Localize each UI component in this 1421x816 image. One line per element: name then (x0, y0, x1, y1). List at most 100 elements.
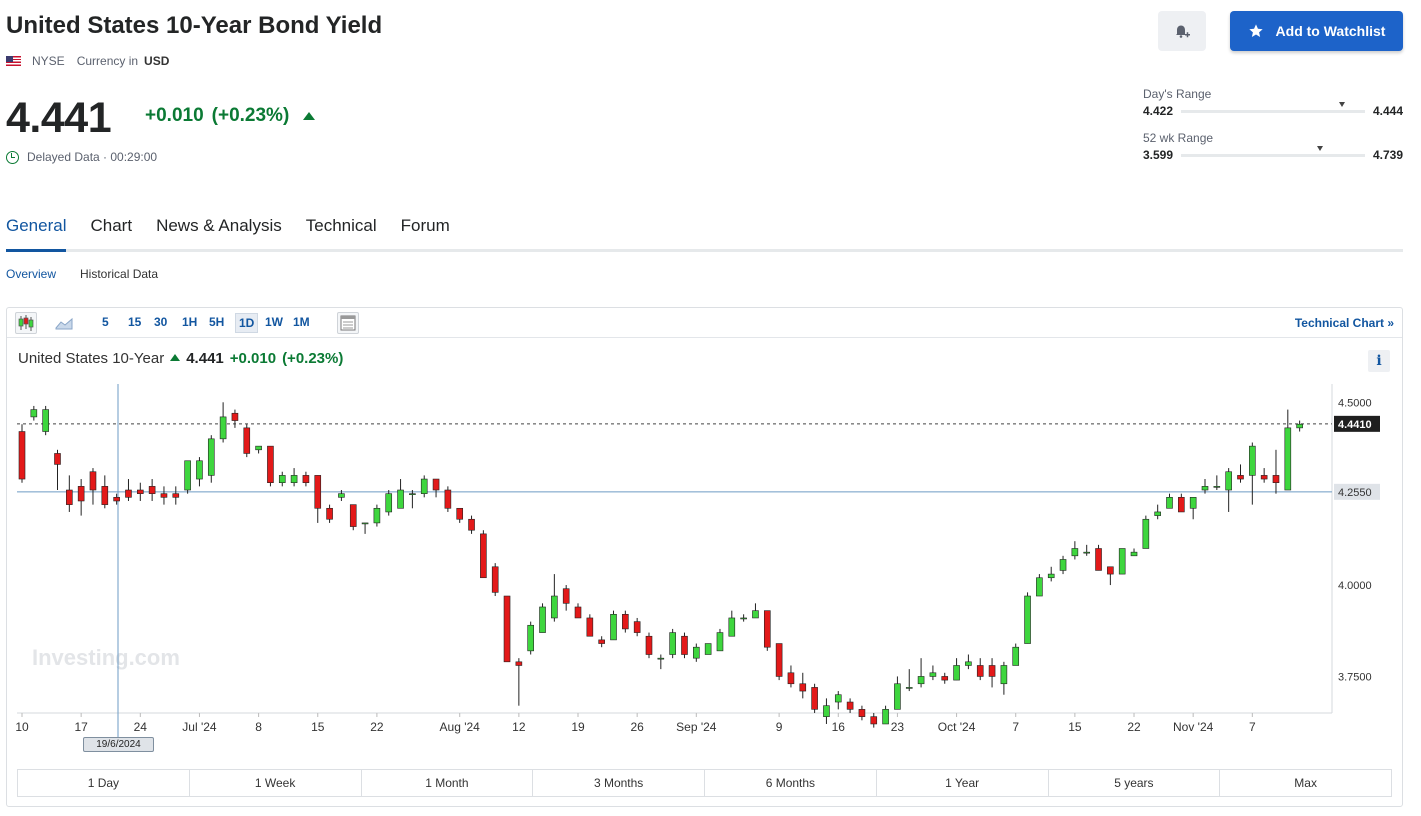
create-alert-button[interactable] (1158, 11, 1206, 51)
period-1-day[interactable]: 1 Day (18, 770, 190, 796)
timeframe-5[interactable]: 5 (102, 315, 109, 329)
timeframe-30[interactable]: 30 (154, 315, 168, 329)
candle-body (196, 460, 203, 480)
candle-body (125, 489, 132, 498)
x-tick-label: 9 (776, 720, 783, 734)
candlestick-type-icon[interactable] (15, 312, 37, 334)
technical-chart-link[interactable]: Technical Chart » (1294, 316, 1394, 330)
x-tick-label: 7 (1012, 720, 1019, 734)
period-6-months[interactable]: 6 Months (705, 770, 877, 796)
chart-widget: 5 15 30 1H 5H 1D 1W 1M Technical Chart »… (6, 307, 1403, 807)
candle-body (633, 621, 641, 633)
tab-chart[interactable]: Chart (90, 216, 133, 235)
week52-range-label: 52 wk Range (1143, 131, 1214, 145)
crosshair-price-box (1334, 483, 1380, 500)
timeframe-1w[interactable]: 1W (265, 315, 283, 329)
subtab-historical-data[interactable]: Historical Data (80, 267, 159, 281)
area-chart-icon[interactable] (53, 312, 75, 334)
candle-body (1189, 497, 1197, 509)
x-tick-label: 24 (134, 720, 148, 734)
tab-general[interactable]: General (6, 212, 67, 252)
candle-body (1024, 595, 1031, 644)
candle-body (1201, 486, 1209, 491)
candle-body (622, 613, 629, 630)
table-view-icon[interactable] (337, 312, 359, 334)
x-tick-label: 16 (832, 720, 846, 734)
x-tick-label: 23 (891, 720, 905, 734)
candle-body (574, 606, 582, 619)
candle-body (917, 676, 925, 685)
period-5-years[interactable]: 5 years (1049, 770, 1221, 796)
candle-body (598, 639, 605, 644)
candle-body (1284, 427, 1292, 491)
legend-name: United States 10-Year (18, 350, 165, 367)
candle-body (456, 507, 464, 520)
candle-body (811, 687, 818, 710)
candle-body (30, 409, 38, 418)
candle-body (1047, 573, 1055, 579)
timeframe-1d[interactable]: 1D (235, 313, 259, 333)
candle-body (846, 701, 854, 710)
add-to-watchlist-button[interactable]: Add to Watchlist (1230, 11, 1403, 51)
timeframe-15[interactable]: 15 (128, 315, 142, 329)
star-icon (1248, 24, 1263, 37)
candle-body (113, 497, 120, 502)
tab-forum[interactable]: Forum (400, 216, 450, 235)
candle-body (870, 716, 878, 725)
candle-body (1296, 423, 1303, 429)
candle-body (1083, 551, 1090, 554)
candle-body (480, 533, 487, 579)
period-3-months[interactable]: 3 Months (533, 770, 705, 796)
x-tick-label: Aug '24 (440, 720, 481, 734)
candle-body (468, 518, 475, 531)
candle-body (752, 610, 759, 619)
tab-technical[interactable]: Technical (305, 216, 377, 235)
legend-change-pct: (+0.23%) (282, 350, 344, 367)
candle-body (219, 416, 227, 440)
day-range-marker (1339, 101, 1346, 107)
period-1-year[interactable]: 1 Year (877, 770, 1049, 796)
candle-body (1071, 548, 1079, 557)
candle-body (160, 493, 168, 498)
x-tick-label: 15 (311, 720, 325, 734)
candle-body (397, 489, 404, 509)
candle-body (137, 489, 144, 494)
candle-body (243, 427, 251, 454)
chart-toolbar: 5 15 30 1H 5H 1D 1W 1M Technical Chart » (7, 308, 1402, 338)
up-arrow-icon (303, 112, 316, 120)
candle-body (54, 453, 61, 465)
candle-body (385, 493, 393, 513)
timeframe-1m[interactable]: 1M (293, 315, 310, 329)
y-tick-label: 4.0000 (1338, 580, 1372, 592)
delayed-data: Delayed Data · 00:29:00 (6, 150, 157, 164)
period-1-week[interactable]: 1 Week (190, 770, 362, 796)
candle-body (976, 665, 984, 677)
x-tick-label: Jul '24 (182, 720, 217, 734)
candle-body (184, 460, 191, 491)
investing-watermark: Investing.com (32, 645, 180, 670)
period-1-month[interactable]: 1 Month (362, 770, 534, 796)
us-flag-icon (6, 56, 21, 66)
candle-body (775, 643, 783, 677)
candle-body (905, 687, 913, 689)
current-price-box (1334, 415, 1380, 432)
week52-range: 52 wk Range 3.599 4.739 (1143, 131, 1403, 162)
x-tick-label: Nov '24 (1173, 720, 1214, 734)
x-tick-label: 22 (1127, 720, 1141, 734)
candle-body (799, 683, 807, 692)
current-price-label: 4.4410 (1338, 419, 1372, 431)
timeframe-1h[interactable]: 1H (182, 315, 198, 329)
candle-body (988, 665, 996, 677)
candle-body (1178, 497, 1185, 513)
candle-body (716, 632, 724, 652)
subtab-overview[interactable]: Overview (6, 267, 57, 281)
crosshair-date-label: 19/6/2024 (83, 737, 154, 752)
day-range-low: 4.422 (1143, 104, 1174, 118)
candle-body (763, 610, 771, 648)
week52-range-high: 4.739 (1372, 148, 1403, 162)
period-max[interactable]: Max (1294, 776, 1317, 790)
timeframe-5h[interactable]: 5H (209, 315, 225, 329)
info-icon[interactable]: i (1368, 350, 1390, 372)
tab-news-analysis[interactable]: News & Analysis (156, 216, 282, 235)
